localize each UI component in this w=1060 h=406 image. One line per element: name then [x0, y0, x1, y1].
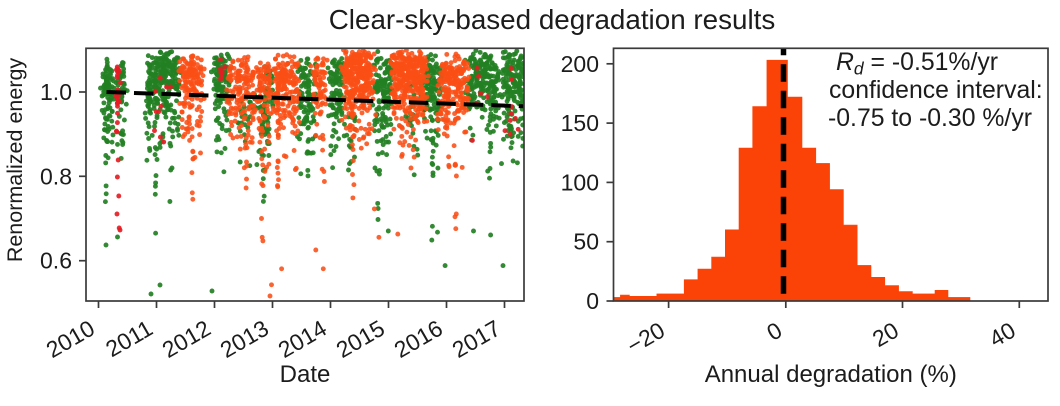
svg-text:150: 150	[561, 110, 599, 136]
svg-text:1.0: 1.0	[40, 79, 72, 105]
svg-text:100: 100	[561, 169, 599, 195]
svg-text:200: 200	[561, 51, 599, 77]
svg-text:0.6: 0.6	[40, 248, 72, 274]
svg-text:Rd = -0.51%/yr: Rd = -0.51%/yr	[836, 49, 998, 79]
svg-text:Date: Date	[280, 361, 331, 388]
svg-text:-0.75 to -0.30 %/yr: -0.75 to -0.30 %/yr	[828, 105, 1032, 132]
svg-text:Clear-sky-based degradation re: Clear-sky-based degradation results	[329, 4, 776, 35]
svg-text:confidence interval:: confidence interval:	[829, 77, 1043, 104]
svg-text:0: 0	[586, 288, 599, 314]
svg-text:Annual degradation (%): Annual degradation (%)	[705, 361, 957, 388]
svg-text:50: 50	[573, 229, 599, 255]
svg-text:Renormalized energy: Renormalized energy	[3, 58, 27, 263]
svg-text:0.8: 0.8	[40, 163, 72, 189]
